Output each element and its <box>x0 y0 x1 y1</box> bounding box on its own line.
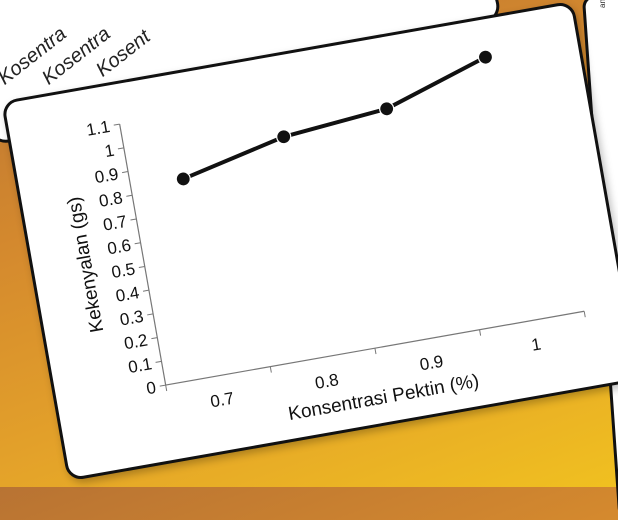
y-tick-label: 0.7 <box>102 212 129 235</box>
y-tick-label: 0.4 <box>114 283 141 306</box>
y-tick-label: 0.2 <box>123 330 150 353</box>
y-tick-mark <box>151 337 158 340</box>
y-tick-label: 0 <box>145 378 158 398</box>
data-point <box>477 49 494 65</box>
y-tick-mark <box>159 384 166 387</box>
y-tick-mark <box>155 360 162 363</box>
data-point <box>379 101 395 117</box>
x-tick-label: 0.9 <box>418 352 445 375</box>
y-tick-label: 1 <box>103 141 116 161</box>
x-tick-mark <box>165 384 168 392</box>
x-tick-mark <box>374 348 377 355</box>
chart-series <box>175 49 494 187</box>
y-tick-mark <box>142 289 150 292</box>
background-right-label: an (gs) <box>598 0 607 8</box>
y-tick-mark <box>122 171 129 174</box>
y-tick-mark <box>117 147 124 150</box>
x-tick-mark <box>479 329 482 336</box>
chart-ticks: 00.10.20.30.40.50.60.70.80.911.10.70.80.… <box>85 117 586 412</box>
y-tick-mark <box>147 313 154 316</box>
y-tick-mark <box>138 265 145 268</box>
y-tick-label: 0.8 <box>98 188 125 211</box>
x-tick-label: 0.7 <box>209 389 236 412</box>
y-tick-label: 0.6 <box>106 236 133 259</box>
data-point <box>276 129 292 145</box>
y-tick-label: 0.5 <box>110 259 137 282</box>
chart-axes <box>119 123 585 386</box>
y-tick-mark <box>134 242 141 245</box>
y-tick-label: 0.9 <box>93 164 120 187</box>
y-tick-label: 0.1 <box>127 354 154 377</box>
y-tick-label: 1.1 <box>85 117 112 140</box>
y-tick-label: 0.3 <box>118 307 145 330</box>
y-tick-mark <box>130 218 137 221</box>
x-tick-label: 1 <box>530 334 543 354</box>
x-tick-label: 0.8 <box>314 370 341 393</box>
chart-card: 0 0.1 0.2 0.3 0.4 0.5 0.6 0.7 0.8 0.9 1 1.1 0.7 0.8 0.… <box>0 0 618 482</box>
x-tick-mark <box>269 366 272 373</box>
y-tick-mark <box>126 194 133 197</box>
data-point <box>175 171 191 187</box>
line-chart: 00.10.20.30.40.50.60.70.80.911.10.70.80.… <box>64 49 586 425</box>
x-tick-mark <box>583 311 586 318</box>
y-tick-mark <box>113 123 120 126</box>
y-axis-line <box>119 123 167 386</box>
series-line <box>182 55 487 181</box>
